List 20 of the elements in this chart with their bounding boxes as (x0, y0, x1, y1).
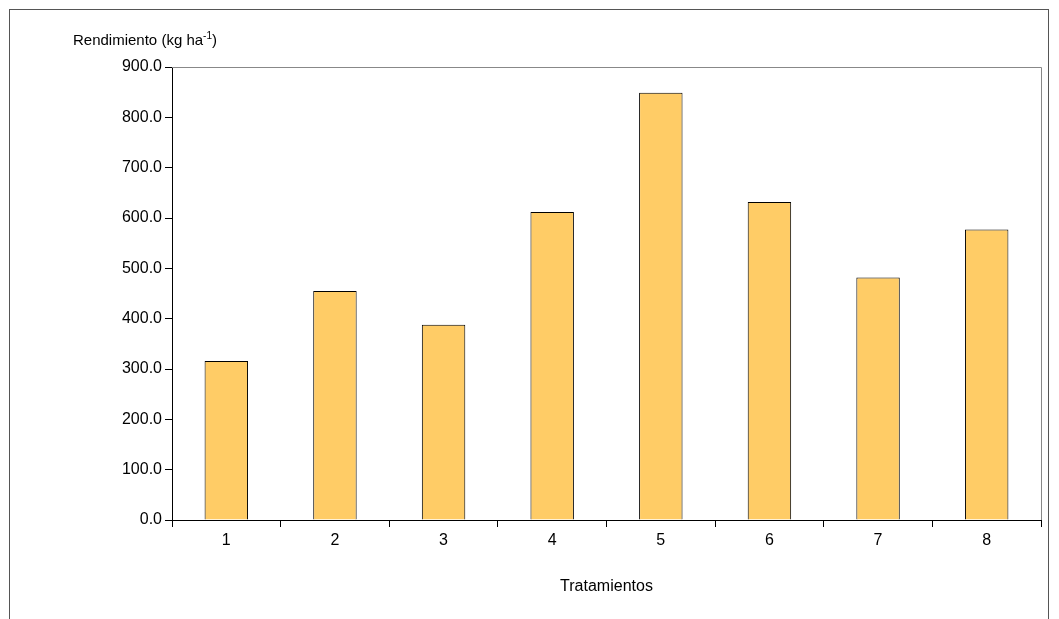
y-tick-label: 800.0 (121, 107, 163, 125)
x-tick-label: 4 (547, 531, 557, 549)
y-tick-label: 700.0 (121, 158, 163, 176)
y-tick-label: 600.0 (121, 208, 163, 226)
x-tick-label: 7 (873, 531, 883, 549)
y-tick-label: 900.0 (121, 57, 163, 75)
x-axis-title: Tratamientos (560, 576, 653, 594)
y-tick-label: 500.0 (121, 258, 163, 276)
y-tick-label: 0.0 (139, 510, 163, 528)
x-tick-label: 5 (656, 531, 666, 549)
y-tick-label: 200.0 (121, 409, 163, 427)
y-axis-title: Rendimiento (kg ha$^{-1}$) (73, 30, 217, 48)
y-tick-label: 400.0 (121, 309, 163, 327)
x-tick-label: 1 (221, 531, 231, 549)
x-tick-label: 8 (982, 531, 992, 549)
y-tick-label: 300.0 (121, 359, 163, 377)
x-tick-label: 2 (330, 531, 340, 549)
x-tick-label: 3 (439, 531, 449, 549)
x-tick-label: 6 (764, 531, 774, 549)
y-tick-label: 100.0 (121, 460, 163, 478)
